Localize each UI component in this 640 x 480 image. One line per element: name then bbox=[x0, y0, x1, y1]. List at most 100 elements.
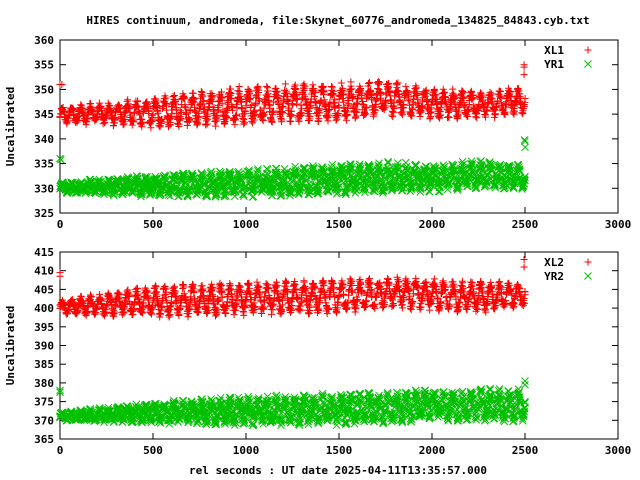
data-point bbox=[283, 96, 291, 104]
y-tick-label: 325 bbox=[34, 207, 54, 220]
x-tick-label: 1500 bbox=[326, 444, 353, 457]
data-point bbox=[467, 278, 475, 286]
data-point bbox=[320, 88, 328, 96]
data-point bbox=[241, 119, 249, 127]
data-point bbox=[278, 108, 286, 116]
x-tick-label: 1000 bbox=[233, 218, 260, 231]
x-tick-label: 2500 bbox=[512, 218, 539, 231]
outlier-point bbox=[58, 80, 66, 88]
data-point bbox=[169, 93, 177, 101]
data-point bbox=[339, 84, 347, 92]
data-point bbox=[430, 275, 438, 283]
data-point bbox=[208, 98, 216, 106]
data-point bbox=[165, 311, 173, 319]
data-point bbox=[287, 112, 295, 120]
y-tick-label: 345 bbox=[34, 108, 54, 121]
data-point bbox=[332, 116, 340, 124]
data-point bbox=[198, 88, 206, 96]
y-tick-label: 340 bbox=[34, 133, 54, 146]
data-point bbox=[344, 101, 352, 109]
data-point bbox=[467, 88, 475, 96]
y-tick-label: 380 bbox=[34, 377, 54, 390]
data-point bbox=[311, 89, 319, 97]
data-point bbox=[309, 161, 317, 170]
data-point bbox=[226, 85, 234, 93]
data-point bbox=[473, 110, 481, 118]
data-point bbox=[203, 120, 211, 128]
data-point bbox=[441, 88, 449, 96]
data-point bbox=[253, 166, 262, 175]
data-point bbox=[362, 110, 370, 118]
data-point bbox=[328, 83, 336, 91]
y-axis-label: Uncalibrated bbox=[4, 87, 17, 166]
data-point bbox=[365, 79, 373, 87]
data-point bbox=[377, 94, 385, 102]
data-point bbox=[268, 118, 276, 126]
data-point bbox=[481, 113, 489, 121]
data-point bbox=[326, 100, 334, 108]
data-point bbox=[463, 106, 471, 114]
data-point bbox=[148, 117, 156, 125]
data-point bbox=[483, 107, 491, 115]
data-point bbox=[84, 115, 92, 123]
data-point bbox=[83, 114, 91, 122]
data-point bbox=[92, 114, 100, 122]
data-point bbox=[320, 168, 329, 177]
data-point bbox=[501, 108, 509, 116]
data-point bbox=[368, 96, 376, 104]
data-point bbox=[514, 85, 522, 93]
data-point bbox=[301, 82, 309, 90]
data-point bbox=[298, 105, 306, 113]
data-point bbox=[124, 96, 132, 104]
data-point bbox=[404, 97, 412, 105]
data-point bbox=[412, 84, 420, 92]
data-point bbox=[319, 82, 327, 90]
y-tick-label: 355 bbox=[34, 59, 54, 72]
data-point bbox=[60, 108, 68, 116]
data-point bbox=[496, 87, 504, 95]
data-point bbox=[439, 277, 447, 285]
data-point bbox=[459, 93, 467, 101]
data-point bbox=[436, 111, 444, 119]
outlier-point bbox=[520, 255, 528, 263]
data-point bbox=[469, 92, 477, 100]
data-point bbox=[389, 108, 397, 116]
data-point bbox=[450, 91, 458, 99]
data-point bbox=[478, 90, 486, 98]
data-point bbox=[515, 87, 523, 95]
data-point bbox=[337, 79, 345, 87]
data-point bbox=[273, 87, 281, 95]
data-point bbox=[101, 119, 109, 127]
data-point bbox=[392, 80, 400, 88]
data-point bbox=[195, 109, 203, 117]
data-point bbox=[278, 116, 286, 124]
data-point bbox=[204, 115, 212, 123]
y-tick-label: 365 bbox=[34, 433, 54, 446]
data-point bbox=[297, 109, 305, 117]
data-point bbox=[316, 97, 324, 105]
data-point bbox=[213, 111, 221, 119]
data-point bbox=[416, 112, 424, 120]
data-point bbox=[221, 117, 229, 125]
data-point bbox=[237, 92, 245, 100]
data-point bbox=[394, 79, 402, 87]
data-point bbox=[432, 90, 440, 98]
data-point bbox=[226, 89, 234, 97]
data-point bbox=[199, 92, 207, 100]
data-point bbox=[440, 89, 448, 97]
data-point bbox=[149, 110, 157, 118]
data-point bbox=[305, 184, 314, 192]
data-point bbox=[487, 94, 495, 102]
data-point bbox=[202, 117, 210, 125]
y-tick-label: 360 bbox=[34, 34, 54, 47]
data-point bbox=[224, 100, 232, 108]
data-point bbox=[269, 98, 277, 106]
data-point bbox=[496, 94, 504, 102]
outlier-point bbox=[520, 71, 528, 79]
data-point bbox=[276, 113, 284, 121]
series-YR1 bbox=[56, 135, 529, 201]
series-XL1 bbox=[56, 61, 529, 132]
outlier-point bbox=[56, 269, 64, 277]
data-point bbox=[200, 97, 208, 105]
data-point bbox=[263, 91, 271, 99]
